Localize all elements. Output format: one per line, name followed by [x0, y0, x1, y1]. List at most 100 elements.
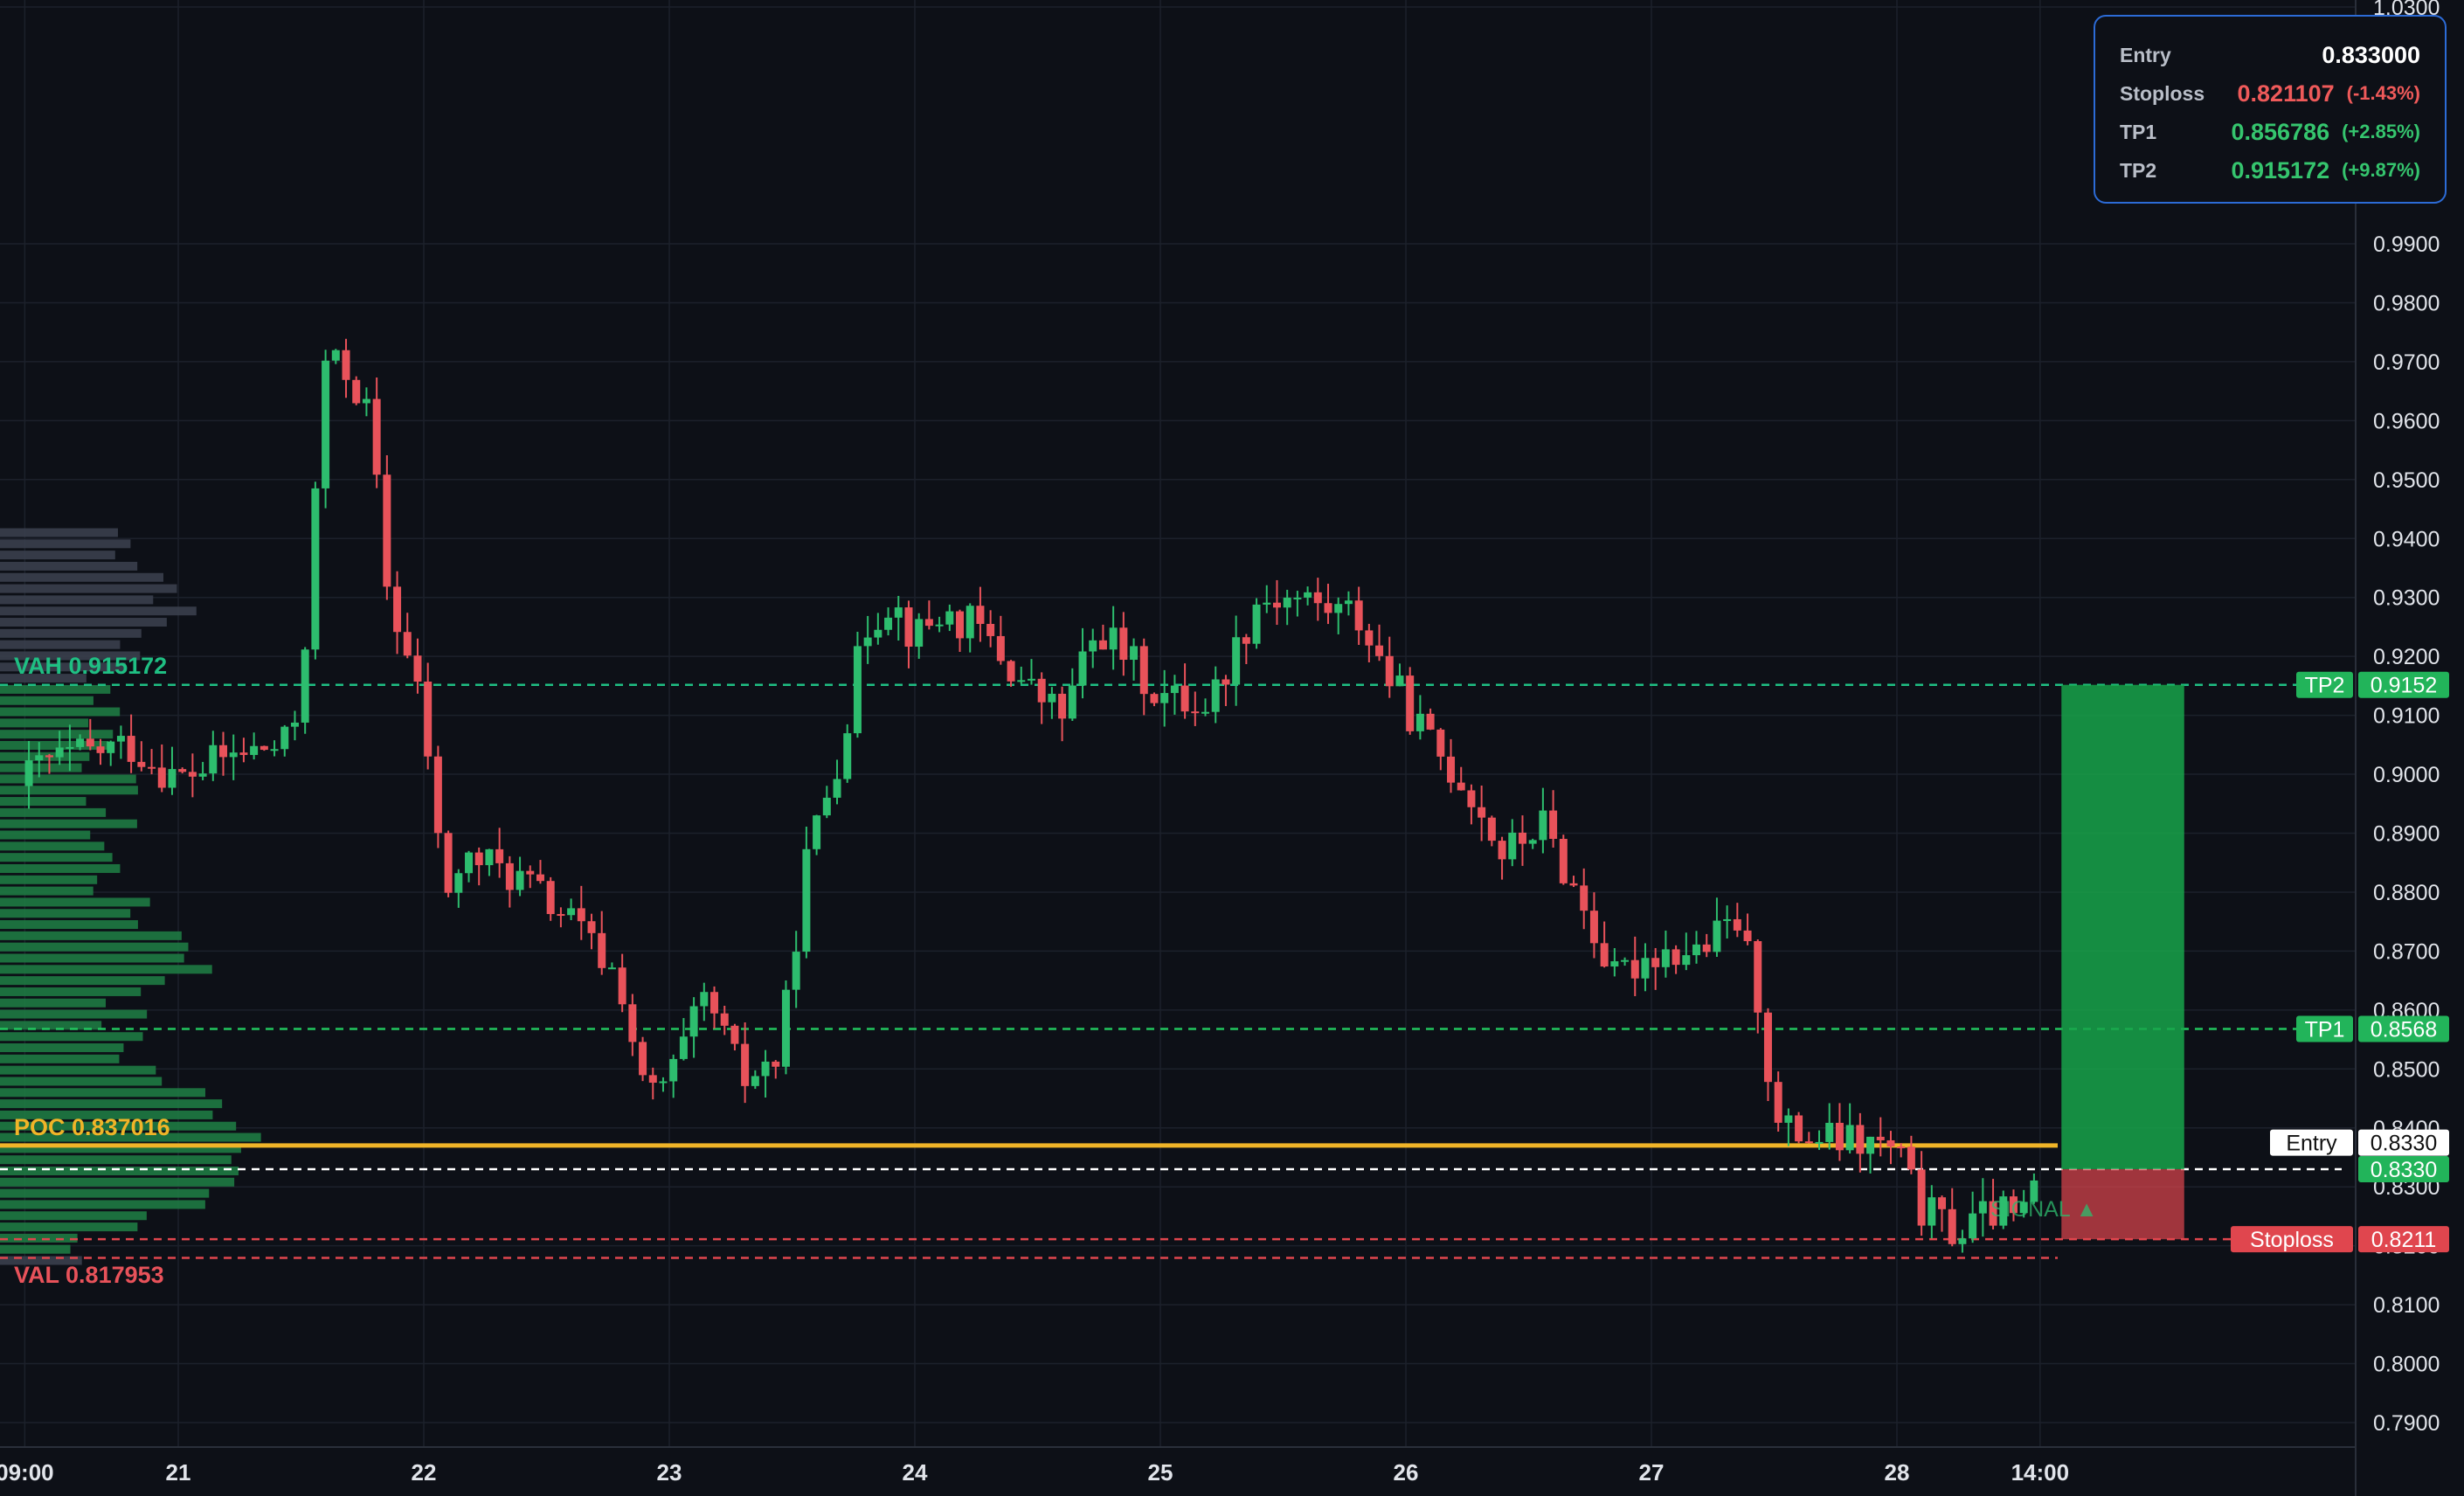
price-tick-label: 0.9300	[2373, 586, 2440, 611]
candle-body	[2009, 1196, 2018, 1214]
candle-body	[792, 952, 800, 990]
candle-body	[628, 1004, 637, 1042]
volume-bar	[0, 561, 138, 571]
candle-body	[1651, 958, 1660, 967]
candle-body	[35, 755, 44, 761]
candle-body	[1580, 885, 1588, 911]
volume-bar	[0, 640, 121, 649]
candle-body	[1222, 679, 1230, 685]
vah-label: VAH 0.915172	[14, 653, 167, 679]
candle-body	[1324, 603, 1332, 613]
tp2-value: 0.915172	[2231, 156, 2330, 184]
candle-body	[1406, 675, 1415, 731]
volume-bar	[0, 1233, 78, 1243]
candle-body	[1130, 646, 1139, 661]
price-tag-value: 0.8568	[2371, 1018, 2437, 1042]
volume-bar	[0, 572, 164, 582]
tp1-row: TP1 0.856786 (+2.85%)	[2120, 113, 2420, 151]
candle-body	[280, 726, 289, 750]
volume-bar	[0, 684, 111, 694]
candle-body	[1385, 655, 1394, 687]
candle-body	[444, 833, 453, 893]
volume-bar	[0, 842, 105, 851]
volume-bar	[0, 674, 87, 683]
time-axis-ticks: 09:00 21 22 23 24 25 26 27 28 14:00	[0, 1459, 2069, 1486]
candle-body	[1630, 959, 1639, 979]
candle-body	[679, 1036, 688, 1059]
volume-bar	[0, 1200, 205, 1209]
volume-bar	[0, 819, 137, 828]
candle-body	[884, 617, 893, 630]
volume-bar	[0, 976, 165, 986]
time-tick-label: 09:00	[0, 1459, 54, 1486]
price-tag-value-box	[2358, 1226, 2449, 1253]
volume-bar	[0, 707, 121, 717]
volume-bar	[0, 774, 136, 784]
candle-body	[924, 619, 933, 627]
candle-body	[1098, 640, 1107, 650]
candle-body	[1518, 832, 1526, 844]
stoploss-label: Stoploss	[2120, 81, 2205, 105]
volume-bar	[0, 595, 154, 605]
price-tag-value-box	[2358, 1155, 2449, 1182]
candle-body	[813, 815, 821, 849]
price-tick-label: 0.9100	[2373, 704, 2440, 729]
volume-bar	[0, 1256, 82, 1265]
volume-bar	[0, 662, 126, 672]
price-tags: 0.9152 TP2 0.8568 TP1 0.8330 Entry 0.8330 0.821…	[2231, 671, 2449, 1253]
stoploss-row: Stoploss 0.821107 (-1.43%)	[2120, 74, 2420, 113]
volume-bar	[0, 606, 197, 616]
volume-bar	[0, 1177, 235, 1187]
candle-body	[1713, 920, 1721, 952]
candle-body	[1600, 943, 1609, 967]
volume-bar	[0, 1065, 156, 1075]
candle-body	[1304, 592, 1312, 598]
candle-body	[730, 1025, 739, 1044]
candle-body	[577, 908, 585, 922]
candle-body	[1037, 678, 1046, 703]
candle-body	[567, 908, 576, 916]
price-tag-value: 0.8330	[2371, 1158, 2437, 1182]
volume-bar	[0, 1222, 138, 1232]
candle-body	[505, 862, 514, 890]
candle-body	[76, 738, 85, 747]
profit-zone	[2061, 684, 2184, 1169]
price-tick-label: 0.8500	[2373, 1057, 2440, 1082]
candle-body	[86, 738, 94, 747]
price-tick-label: 0.9700	[2373, 350, 2440, 375]
candle-body	[495, 848, 504, 863]
volume-bar	[0, 628, 142, 638]
volume-bar	[0, 651, 141, 661]
candle-body	[1856, 1125, 1865, 1154]
volume-bar	[0, 1121, 237, 1131]
candle-body	[148, 766, 156, 769]
price-tag-label: TP1	[2305, 1018, 2345, 1042]
price-tick-label: 0.8100	[2373, 1293, 2440, 1318]
candle-body	[66, 746, 74, 749]
volume-profile-labels: VAH 0.915172 POC 0.837016 VAL 0.817953	[14, 653, 170, 1288]
candle-body	[1672, 949, 1680, 966]
candle-body	[853, 646, 862, 734]
candle-body	[1078, 651, 1087, 686]
candle-body	[127, 736, 135, 762]
candle-body	[1835, 1122, 1844, 1151]
candle-body	[618, 967, 626, 1005]
candle-body	[290, 722, 299, 727]
candlestick-series	[24, 338, 2038, 1253]
candle-body	[1180, 685, 1189, 712]
candle-body	[1539, 810, 1547, 841]
candle-body	[781, 989, 790, 1067]
stoploss-value: 0.821107	[2237, 80, 2335, 107]
candle-body	[1395, 675, 1404, 687]
volume-bar	[0, 730, 114, 739]
volume-bar	[0, 797, 87, 807]
volume-bar	[0, 1211, 147, 1221]
candle-body	[1232, 637, 1241, 685]
volume-bar	[0, 1009, 148, 1019]
candle-body	[1559, 838, 1568, 883]
volume-bar	[0, 696, 93, 705]
candle-body	[1017, 680, 1026, 682]
candle-body	[424, 682, 433, 757]
candle-body	[669, 1058, 678, 1082]
